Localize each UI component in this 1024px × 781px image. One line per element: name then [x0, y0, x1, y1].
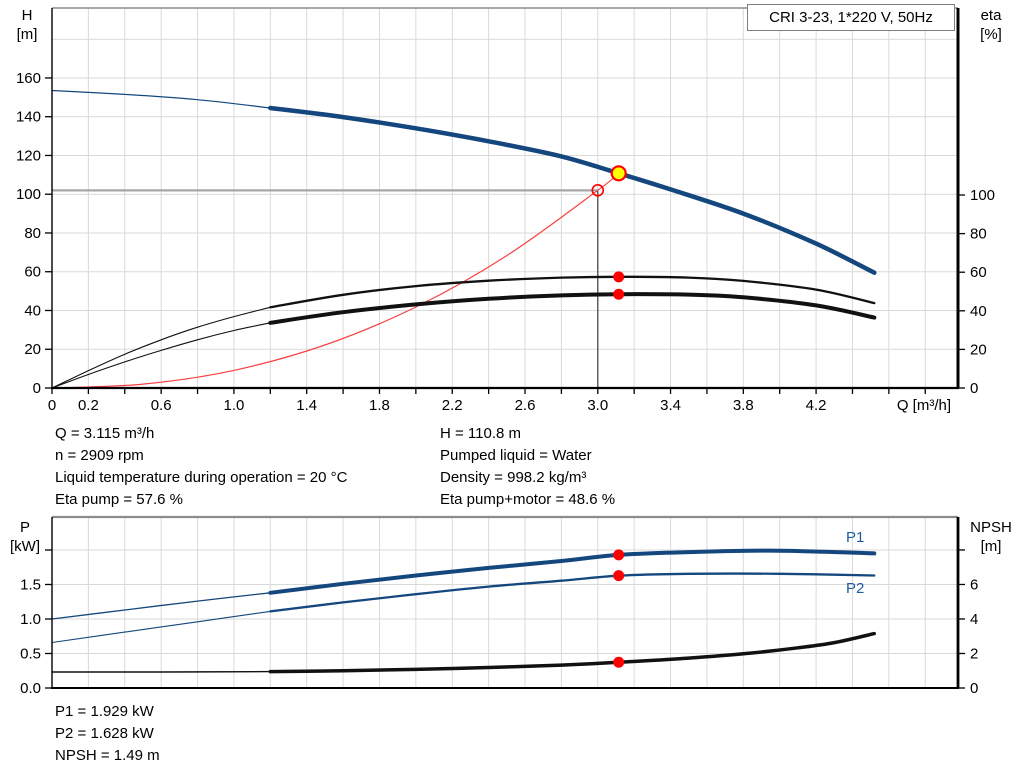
duty-density-text: Density = 998.2 kg/m³ — [440, 469, 587, 486]
system-curve — [51, 172, 620, 389]
power-npsh-chart: 0.0 0.5 1.0 1.5 0 2 4 6 — [20, 515, 978, 697]
right-tick-label: 20 — [970, 341, 987, 358]
p2-curve-extension — [51, 610, 271, 644]
duty-eta-pump-motor-text: Eta pump+motor = 48.6 % — [440, 491, 616, 508]
head-curve — [268, 105, 877, 275]
head-efficiency-chart: 0 0.2 0.6 1.0 1.4 1.8 2.2 2.6 3.0 3.4 3.8 4.2 Q [m³/… — [16, 7, 995, 414]
eta-axis-label-unit: [%] — [980, 26, 1002, 43]
x-tick-label: 1.0 — [223, 397, 244, 414]
power-axis-label: P [kW] — [2, 518, 48, 556]
left-tick-label: 100 — [16, 186, 41, 203]
power-info-block: P1 = 1.929 kW P2 = 1.628 kW NPSH = 1.49 … — [55, 701, 160, 767]
p1-curve — [268, 548, 877, 595]
left-tick-label: 20 — [24, 341, 41, 358]
p2-duty-marker — [613, 570, 625, 582]
eta-pump-curve-extension — [51, 306, 271, 389]
p1-value-text: P1 = 1.929 kW — [55, 703, 154, 720]
rated-point-marker — [591, 184, 605, 197]
left-tick-label: 160 — [16, 70, 41, 87]
left-tick-label: 120 — [16, 147, 41, 164]
duty-temperature-text: Liquid temperature during operation = 20… — [55, 469, 348, 486]
duty-info-right: H = 110.8 m Pumped liquid = Water Densit… — [440, 423, 615, 511]
head-curve-extension — [51, 89, 271, 109]
npsh-axis-label: NPSH [m] — [960, 518, 1022, 556]
x-tick-label: 4.2 — [806, 397, 827, 414]
eta-axis-label-symbol: eta — [980, 7, 1002, 24]
left-tick-label: 60 — [24, 264, 41, 281]
left-tick-label: 140 — [16, 109, 41, 126]
eta-pump-curve — [269, 275, 876, 309]
duty-speed-text: n = 2909 rpm — [55, 447, 144, 464]
npsh-value-text: NPSH = 1.49 m — [55, 747, 160, 764]
right-tick-label: 0 — [970, 680, 978, 697]
x-tick-label: 2.2 — [442, 397, 463, 414]
right-tick-label: 6 — [970, 576, 978, 593]
left-tick-label: 0 — [33, 380, 41, 397]
x-tick-label: 3.0 — [587, 397, 608, 414]
eta-pump-duty-marker — [613, 271, 625, 283]
left-tick-label: 0.5 — [20, 645, 41, 662]
x-tick-label: 0.6 — [151, 397, 172, 414]
p2-value-text: P2 = 1.628 kW — [55, 725, 154, 742]
pump-title: CRI 3-23, 1*220 V, 50Hz — [769, 9, 933, 26]
x-tick-label: 1.4 — [296, 397, 317, 414]
pump-title-box: CRI 3-23, 1*220 V, 50Hz — [747, 4, 955, 31]
left-tick-label: 1.5 — [20, 576, 41, 593]
x-tick-label: 3.8 — [733, 397, 754, 414]
right-tick-label: 80 — [970, 226, 987, 243]
power-axis-label-unit: [kW] — [10, 538, 40, 555]
p1-duty-marker — [613, 549, 625, 561]
x-tick-label: 2.6 — [515, 397, 536, 414]
x-tick-label: 0 — [48, 397, 56, 414]
duty-point-marker — [610, 165, 627, 182]
left-tick-label: 80 — [24, 225, 41, 242]
x-tick-label: 1.8 — [369, 397, 390, 414]
left-tick-label: 0.0 — [20, 680, 41, 697]
x-tick-label: 0.2 — [78, 397, 99, 414]
x-axis-unit-label: Q [m³/h] — [897, 397, 951, 414]
duty-eta-pump-text: Eta pump = 57.6 % — [55, 491, 183, 508]
x-tick-label: 3.4 — [660, 397, 681, 414]
right-tick-label: 100 — [970, 187, 995, 204]
p1-curve-extension — [51, 592, 271, 620]
duty-head-text: H = 110.8 m — [440, 425, 522, 442]
duty-info-left: Q = 3.115 m³/h n = 2909 rpm Liquid tempe… — [55, 423, 347, 511]
npsh-axis-label-unit: [m] — [980, 538, 1002, 555]
power-axis-label-symbol: P — [19, 519, 30, 536]
p2-curve — [269, 572, 876, 613]
p1-curve-label: P1 — [846, 529, 865, 546]
right-tick-label: 4 — [970, 611, 978, 628]
right-tick-label: 40 — [970, 303, 987, 320]
eta-pump-motor-duty-marker — [613, 288, 625, 300]
eta-pump-motor-curve-extension — [51, 322, 271, 389]
npsh-duty-marker — [613, 656, 625, 668]
p2-curve-label: P2 — [846, 580, 865, 597]
npsh-axis-label-symbol: NPSH — [970, 519, 1012, 536]
right-tick-label: 2 — [970, 645, 978, 662]
left-tick-label: 1.0 — [20, 611, 41, 628]
eta-pump-motor-curve — [268, 292, 877, 325]
eta-axis-label: eta [%] — [962, 6, 1020, 44]
right-tick-label: 0 — [970, 380, 978, 397]
right-tick-label: 60 — [970, 264, 987, 281]
duty-flow-text: Q = 3.115 m³/h — [55, 425, 155, 442]
left-tick-label: 40 — [24, 302, 41, 319]
head-axis-label-unit: [m] — [16, 26, 38, 43]
head-axis-label: H [m] — [4, 6, 50, 44]
npsh-curve — [268, 631, 877, 674]
duty-liquid-text: Pumped liquid = Water — [440, 447, 592, 464]
head-axis-label-symbol: H — [21, 7, 33, 24]
